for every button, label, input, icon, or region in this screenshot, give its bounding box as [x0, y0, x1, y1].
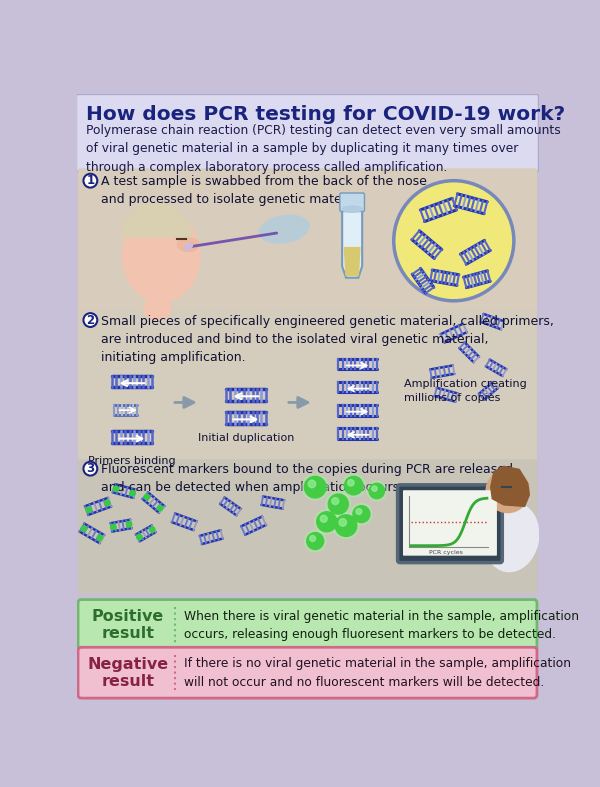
Circle shape — [308, 480, 316, 488]
Polygon shape — [491, 467, 529, 506]
Circle shape — [130, 490, 135, 496]
Bar — [77, 170, 539, 700]
Circle shape — [86, 507, 91, 512]
Text: Primers binding: Primers binding — [88, 456, 176, 467]
Circle shape — [149, 527, 155, 532]
Text: 3: 3 — [86, 462, 94, 475]
Circle shape — [328, 494, 349, 514]
Circle shape — [347, 479, 354, 486]
Ellipse shape — [484, 503, 539, 571]
Text: 1: 1 — [86, 174, 94, 187]
Circle shape — [83, 174, 97, 187]
Circle shape — [367, 481, 387, 501]
Circle shape — [127, 522, 132, 527]
Ellipse shape — [144, 297, 171, 320]
FancyBboxPatch shape — [340, 193, 364, 212]
Polygon shape — [344, 247, 361, 276]
Circle shape — [353, 505, 370, 523]
Circle shape — [335, 515, 357, 537]
Circle shape — [344, 476, 363, 495]
Text: Negative
result: Negative result — [88, 656, 169, 689]
Circle shape — [307, 533, 323, 549]
Ellipse shape — [124, 253, 134, 268]
Ellipse shape — [342, 206, 362, 212]
Polygon shape — [123, 202, 192, 237]
FancyBboxPatch shape — [398, 485, 502, 563]
Circle shape — [317, 512, 337, 532]
Circle shape — [304, 476, 326, 498]
Text: Amplification creating
millions of copies: Amplification creating millions of copie… — [404, 379, 527, 402]
Circle shape — [326, 492, 350, 516]
Circle shape — [310, 535, 316, 541]
FancyBboxPatch shape — [77, 94, 539, 172]
Circle shape — [350, 504, 372, 525]
Circle shape — [110, 524, 116, 530]
FancyBboxPatch shape — [78, 460, 537, 593]
Circle shape — [394, 181, 514, 301]
Circle shape — [369, 483, 385, 499]
Text: When there is viral genetic material in the sample, amplification
occurs, releas: When there is viral genetic material in … — [184, 610, 580, 641]
Circle shape — [104, 501, 110, 506]
Circle shape — [314, 509, 339, 534]
Text: Polymerase chain reaction (PCR) testing can detect even very small amounts
of vi: Polymerase chain reaction (PCR) testing … — [86, 124, 560, 174]
Text: PCR cycles: PCR cycles — [429, 550, 463, 556]
Text: How does PCR testing for COVID-19 work?: How does PCR testing for COVID-19 work? — [86, 105, 565, 124]
Circle shape — [83, 313, 97, 327]
FancyBboxPatch shape — [403, 490, 497, 556]
FancyBboxPatch shape — [78, 647, 537, 698]
Ellipse shape — [178, 238, 199, 252]
Circle shape — [372, 486, 377, 491]
Circle shape — [304, 530, 326, 552]
Circle shape — [97, 535, 103, 541]
Circle shape — [320, 515, 327, 523]
Text: Positive
result: Positive result — [92, 609, 164, 641]
Circle shape — [486, 469, 529, 512]
Circle shape — [137, 534, 142, 540]
Circle shape — [302, 474, 328, 501]
Circle shape — [157, 505, 163, 511]
Ellipse shape — [260, 215, 309, 243]
Circle shape — [113, 486, 119, 491]
FancyBboxPatch shape — [78, 310, 537, 464]
Circle shape — [339, 519, 347, 527]
Circle shape — [342, 474, 365, 497]
Text: Small pieces of specifically engineered genetic material, called primers,
are in: Small pieces of specifically engineered … — [101, 315, 554, 364]
Circle shape — [83, 462, 97, 475]
Ellipse shape — [122, 210, 200, 302]
Text: If there is no viral genetic material in the sample, amplification
will not occu: If there is no viral genetic material in… — [184, 657, 571, 689]
Circle shape — [332, 497, 339, 504]
FancyBboxPatch shape — [78, 600, 537, 650]
Polygon shape — [342, 209, 362, 278]
Text: Initial duplication: Initial duplication — [198, 433, 294, 443]
Circle shape — [144, 494, 149, 500]
Text: A test sample is swabbed from the back of the nose
and processed to isolate gene: A test sample is swabbed from the back o… — [101, 176, 427, 206]
Circle shape — [81, 526, 86, 531]
Circle shape — [333, 512, 359, 539]
Circle shape — [356, 508, 362, 515]
FancyBboxPatch shape — [78, 168, 537, 314]
Text: Fluorescent markers bound to the copies during PCR are released
and can be detec: Fluorescent markers bound to the copies … — [101, 464, 513, 494]
Text: 2: 2 — [86, 313, 94, 327]
